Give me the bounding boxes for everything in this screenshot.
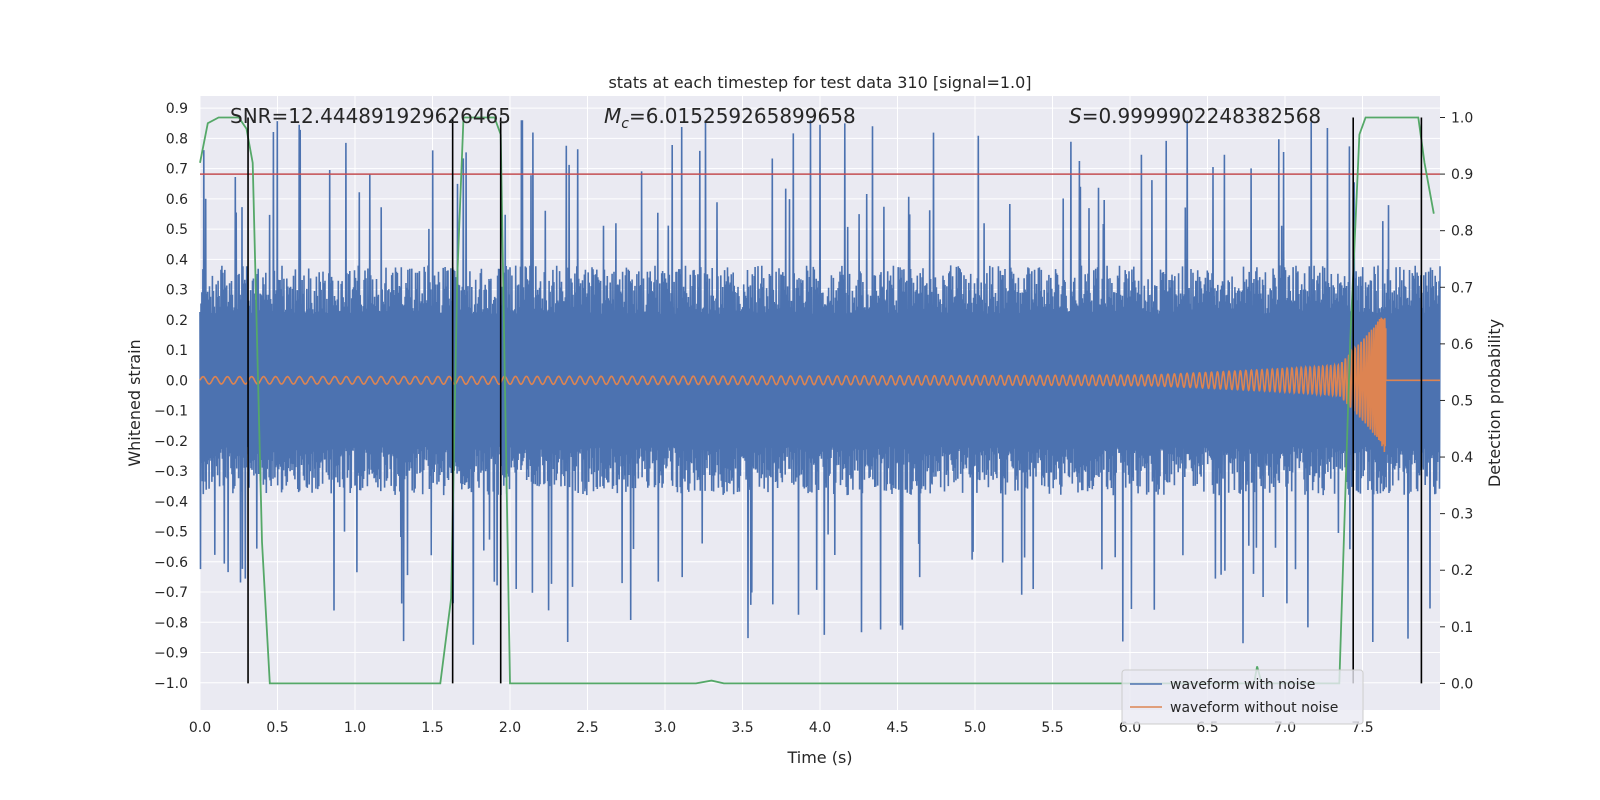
y-tick-label: 0.5 [166, 222, 188, 238]
x-tick-label: 2.0 [499, 720, 521, 736]
y2-tick-label: 0.2 [1451, 563, 1473, 579]
x-tick-label: 0.5 [266, 720, 288, 736]
y-tick-label: 0.3 [166, 283, 188, 299]
y-tick-label: −0.9 [154, 646, 188, 662]
x-axis-label: Time (s) [786, 748, 852, 767]
y-axis-label: Whitened strain [125, 339, 144, 466]
y-tick-label: −1.0 [154, 676, 188, 692]
y2-tick-label: 0.6 [1451, 337, 1473, 353]
score-symbol: S [1069, 104, 1082, 128]
probability-line [199, 116, 1435, 685]
legend-label-without-noise: waveform without noise [1170, 700, 1338, 716]
y-tick-label: −0.1 [154, 404, 188, 420]
chart-title: stats at each timestep for test data 310… [608, 73, 1031, 92]
y2-tick-label: 0.9 [1451, 167, 1473, 183]
axes-ticks: 0.0 0.5 1.0 1.5 2.0 2.5 3.0 3.5 4.0 4.5 5.0 5.5 6.0 6… [154, 101, 1473, 736]
x-tick-label: 3.5 [731, 720, 753, 736]
y-tick-label: 0.2 [166, 313, 188, 329]
chirp-mass-annotation: Mc=6.015259265899658 [604, 104, 856, 132]
y-tick-label: −0.7 [154, 585, 188, 601]
x-tick-label: 4.0 [809, 720, 831, 736]
y-tick-label: 0.8 [166, 131, 188, 147]
x-tick-label: 4.5 [886, 720, 908, 736]
y-tick-label: 0.1 [166, 343, 188, 359]
chirp-mass-value: =6.015259265899658 [629, 104, 856, 128]
score-value: =0.9999902248382568 [1082, 104, 1321, 128]
y2-tick-label: 0.8 [1451, 224, 1473, 240]
series-waveform-without-noise [199, 317, 1440, 453]
series-detection-probability [199, 116, 1435, 685]
x-tick-label: 5.0 [964, 720, 986, 736]
x-tick-label: 5.5 [1041, 720, 1063, 736]
legend-box [1121, 669, 1364, 725]
legend: waveform with noise waveform without noi… [1121, 669, 1364, 725]
x-tick-label: 2.5 [576, 720, 598, 736]
snr-annotation: SNR=12.444891929626465 [230, 104, 511, 128]
y2-tick-label: 0.3 [1451, 507, 1473, 523]
detection-vertical-lines [247, 117, 1423, 684]
y2-tick-label: 0.4 [1451, 450, 1473, 466]
x-tick-label: 3.0 [654, 720, 676, 736]
chirp-waveform-line [199, 317, 1440, 453]
x-tick-label: 1.0 [344, 720, 366, 736]
y-tick-label: −0.4 [154, 494, 188, 510]
chirp-mass-symbol: M [604, 104, 621, 128]
score-annotation: S=0.9999902248382568 [1069, 104, 1321, 128]
y2-tick-label: 1.0 [1451, 111, 1473, 127]
y-tick-label: 0.4 [166, 252, 188, 268]
y-tick-label: 0.9 [166, 101, 188, 117]
chirp-mass-subscript: c [621, 116, 629, 132]
y2-axis-label: Detection probability [1485, 319, 1504, 487]
y2-tick-label: 0.1 [1451, 620, 1473, 636]
y-tick-label: 0.0 [166, 373, 188, 389]
y-tick-label: 0.7 [166, 162, 188, 178]
y-tick-label: −0.8 [154, 615, 188, 631]
y2-tick-label: 0.5 [1451, 393, 1473, 409]
y-tick-label: −0.3 [154, 464, 188, 480]
y-tick-label: −0.2 [154, 434, 188, 450]
y-tick-label: 0.6 [166, 192, 188, 208]
y-tick-label: −0.5 [154, 525, 188, 541]
noise-waveform-line [199, 120, 1441, 645]
y2-tick-label: 0.7 [1451, 280, 1473, 296]
legend-label-with-noise: waveform with noise [1170, 677, 1315, 693]
y2-tick-label: 0.0 [1451, 676, 1473, 692]
x-tick-label: 1.5 [421, 720, 443, 736]
y-tick-label: −0.6 [154, 555, 188, 571]
x-tick-label: 0.0 [189, 720, 211, 736]
series-waveform-with-noise [199, 120, 1441, 645]
